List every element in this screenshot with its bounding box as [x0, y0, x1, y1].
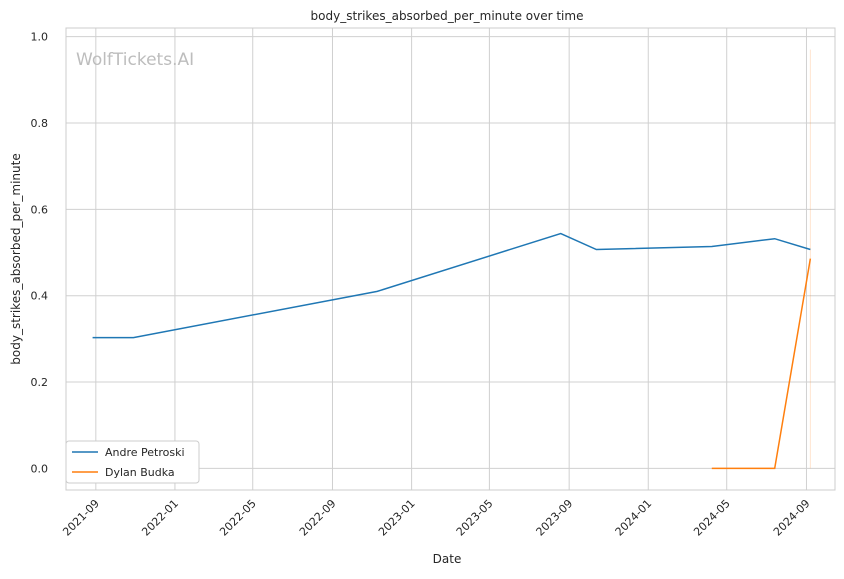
y-axis-label: body_strikes_absorbed_per_minute	[9, 153, 23, 364]
legend: Andre Petroski Dylan Budka	[65, 440, 200, 484]
grid	[66, 28, 835, 490]
x-tick-label: 2023-01	[376, 497, 418, 539]
y-tick-label: 0.2	[31, 376, 49, 389]
x-tick-label: 2023-09	[534, 497, 576, 539]
x-tick-label: 2024-05	[691, 497, 733, 539]
x-tick-label: 2023-05	[454, 497, 496, 539]
y-tick-label: 0.0	[31, 462, 49, 475]
legend-box	[65, 440, 200, 484]
x-tick-label: 2024-01	[613, 497, 655, 539]
x-tick-label: 2021-09	[60, 497, 102, 539]
x-tick-label: 2022-01	[139, 497, 181, 539]
x-tick-label: 2024-09	[771, 497, 813, 539]
series-lines	[92, 49, 812, 470]
plot-frame	[65, 27, 836, 491]
series-line-andre-petroski	[92, 232, 811, 339]
watermark: WolfTickets.AI	[76, 50, 194, 70]
y-tick-label: 1.0	[31, 31, 49, 44]
x-axis-label: Date	[433, 552, 462, 566]
y-tick-label: 0.4	[31, 290, 49, 303]
y-tick-label: 0.6	[31, 203, 49, 216]
x-tick-label: 2022-09	[297, 497, 339, 539]
legend-label: Andre Petroski	[105, 446, 185, 459]
chart-title: body_strikes_absorbed_per_minute over ti…	[311, 9, 584, 23]
y-tick-label: 0.8	[31, 117, 49, 130]
x-tick-label: 2022-05	[217, 497, 259, 539]
series-line-dylan-budka	[711, 258, 812, 470]
legend-label: Dylan Budka	[105, 466, 175, 479]
